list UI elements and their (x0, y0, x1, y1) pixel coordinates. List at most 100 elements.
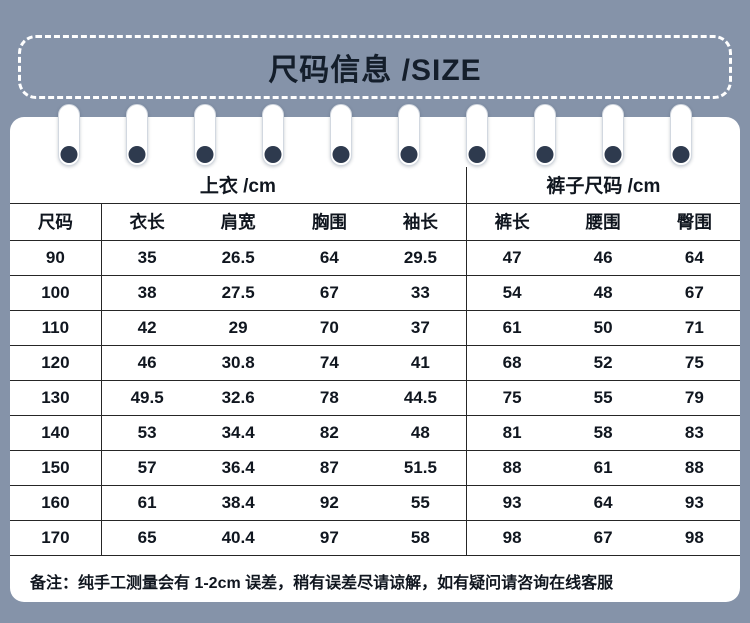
ring-hole-icon (332, 146, 350, 163)
value-cell: 44.5 (375, 380, 467, 416)
table-row: 170 65 40.4 97 58 98 67 98 (10, 520, 740, 556)
column-header: 腰围 (557, 202, 649, 241)
table-row: 130 49.5 32.6 78 44.5 75 55 79 (10, 380, 740, 416)
value-cell: 58 (375, 520, 467, 556)
column-header: 袖长 (375, 202, 467, 241)
page-title: 尺码信息 /SIZE (268, 54, 482, 87)
value-cell: 88 (648, 450, 740, 486)
value-cell: 53 (101, 415, 193, 451)
table-row: 150 57 36.4 87 51.5 88 61 88 (10, 450, 740, 486)
binder-ring (330, 104, 352, 166)
value-cell: 54 (465, 275, 558, 311)
value-cell: 83 (648, 415, 740, 451)
value-cell: 93 (648, 485, 740, 521)
value-cell: 75 (465, 380, 558, 416)
value-cell: 67 (648, 275, 740, 311)
section-top-label: 上衣 /cm (199, 176, 276, 198)
binder-ring (262, 104, 284, 166)
value-cell: 29 (192, 310, 284, 346)
column-header: 肩宽 (192, 202, 284, 241)
value-cell: 71 (648, 310, 740, 346)
value-cell: 82 (283, 415, 375, 451)
ring-hole-icon (468, 146, 486, 163)
value-cell: 65 (101, 520, 193, 556)
value-cell: 48 (375, 415, 467, 451)
value-cell: 93 (465, 485, 558, 521)
ring-hole-icon (672, 146, 690, 163)
value-cell: 81 (465, 415, 558, 451)
value-cell: 79 (648, 380, 740, 416)
value-cell: 37 (375, 310, 467, 346)
value-cell: 32.6 (192, 380, 284, 416)
value-cell: 58 (557, 415, 649, 451)
column-header: 胸围 (283, 202, 375, 241)
value-cell: 87 (283, 450, 375, 486)
value-cell: 30.8 (192, 345, 284, 381)
value-cell: 57 (101, 450, 193, 486)
value-cell: 26.5 (192, 240, 284, 276)
value-cell: 35 (101, 240, 193, 276)
size-cell: 140 (10, 415, 102, 451)
ring-hole-icon (604, 146, 622, 163)
value-cell: 42 (101, 310, 193, 346)
column-header: 臀围 (648, 202, 740, 241)
value-cell: 78 (283, 380, 375, 416)
binder-ring (398, 104, 420, 166)
value-cell: 38.4 (192, 485, 284, 521)
value-cell: 33 (375, 275, 467, 311)
ring-hole-icon (196, 146, 214, 163)
value-cell: 55 (375, 485, 467, 521)
size-cell: 100 (10, 275, 102, 311)
value-cell: 61 (557, 450, 649, 486)
ring-hole-icon (128, 146, 146, 163)
value-cell: 38 (101, 275, 193, 311)
value-cell: 55 (557, 380, 649, 416)
value-cell: 34.4 (192, 415, 284, 451)
size-table: 上衣 /cm 裤子尺码 /cm 尺码 衣长 肩宽 胸围 袖长 裤长 腰围 臀围 90 35 26.… (10, 167, 740, 556)
value-cell: 64 (557, 485, 649, 521)
value-cell: 67 (557, 520, 649, 556)
value-cell: 61 (465, 310, 558, 346)
value-cell: 46 (557, 240, 649, 276)
value-cell: 64 (648, 240, 740, 276)
binder-ring (602, 104, 624, 166)
value-cell: 61 (101, 485, 193, 521)
ring-hole-icon (536, 146, 554, 163)
value-cell: 74 (283, 345, 375, 381)
size-card: 上衣 /cm 裤子尺码 /cm 尺码 衣长 肩宽 胸围 袖长 裤长 腰围 臀围 90 35 26.… (10, 104, 740, 602)
binder-ring (670, 104, 692, 166)
value-cell: 49.5 (101, 380, 193, 416)
binder-ring (126, 104, 148, 166)
binder-ring (534, 104, 556, 166)
value-cell: 75 (648, 345, 740, 381)
value-cell: 29.5 (375, 240, 467, 276)
value-cell: 67 (283, 275, 375, 311)
table-row: 100 38 27.5 67 33 54 48 67 (10, 275, 740, 311)
value-cell: 41 (375, 345, 467, 381)
value-cell: 50 (557, 310, 649, 346)
value-cell: 97 (283, 520, 375, 556)
value-cell: 51.5 (375, 450, 467, 486)
value-cell: 70 (283, 310, 375, 346)
table-row: 90 35 26.5 64 29.5 47 46 64 (10, 240, 740, 276)
value-cell: 92 (283, 485, 375, 521)
section-pants-label: 裤子尺码 /cm (465, 167, 740, 203)
size-cell: 150 (10, 450, 102, 486)
table-body: 90 35 26.5 64 29.5 47 46 64 100 38 27.5 67 33 54 48 67 1… (10, 240, 740, 556)
table-row: 140 53 34.4 82 48 81 58 83 (10, 415, 740, 451)
ring-hole-icon (400, 146, 418, 163)
table-row: 110 42 29 70 37 61 50 71 (10, 310, 740, 346)
value-cell: 46 (101, 345, 193, 381)
value-cell: 88 (465, 450, 558, 486)
column-header-row: 尺码 衣长 肩宽 胸围 袖长 裤长 腰围 臀围 (10, 202, 740, 241)
value-cell: 68 (465, 345, 558, 381)
column-header: 尺码 (10, 202, 102, 241)
value-cell: 36.4 (192, 450, 284, 486)
binder-ring (466, 104, 488, 166)
value-cell: 98 (465, 520, 558, 556)
value-cell: 47 (465, 240, 558, 276)
size-cell: 170 (10, 520, 102, 556)
value-cell: 98 (648, 520, 740, 556)
title-banner: 尺码信息 /SIZE (18, 35, 732, 99)
size-cell: 120 (10, 345, 102, 381)
